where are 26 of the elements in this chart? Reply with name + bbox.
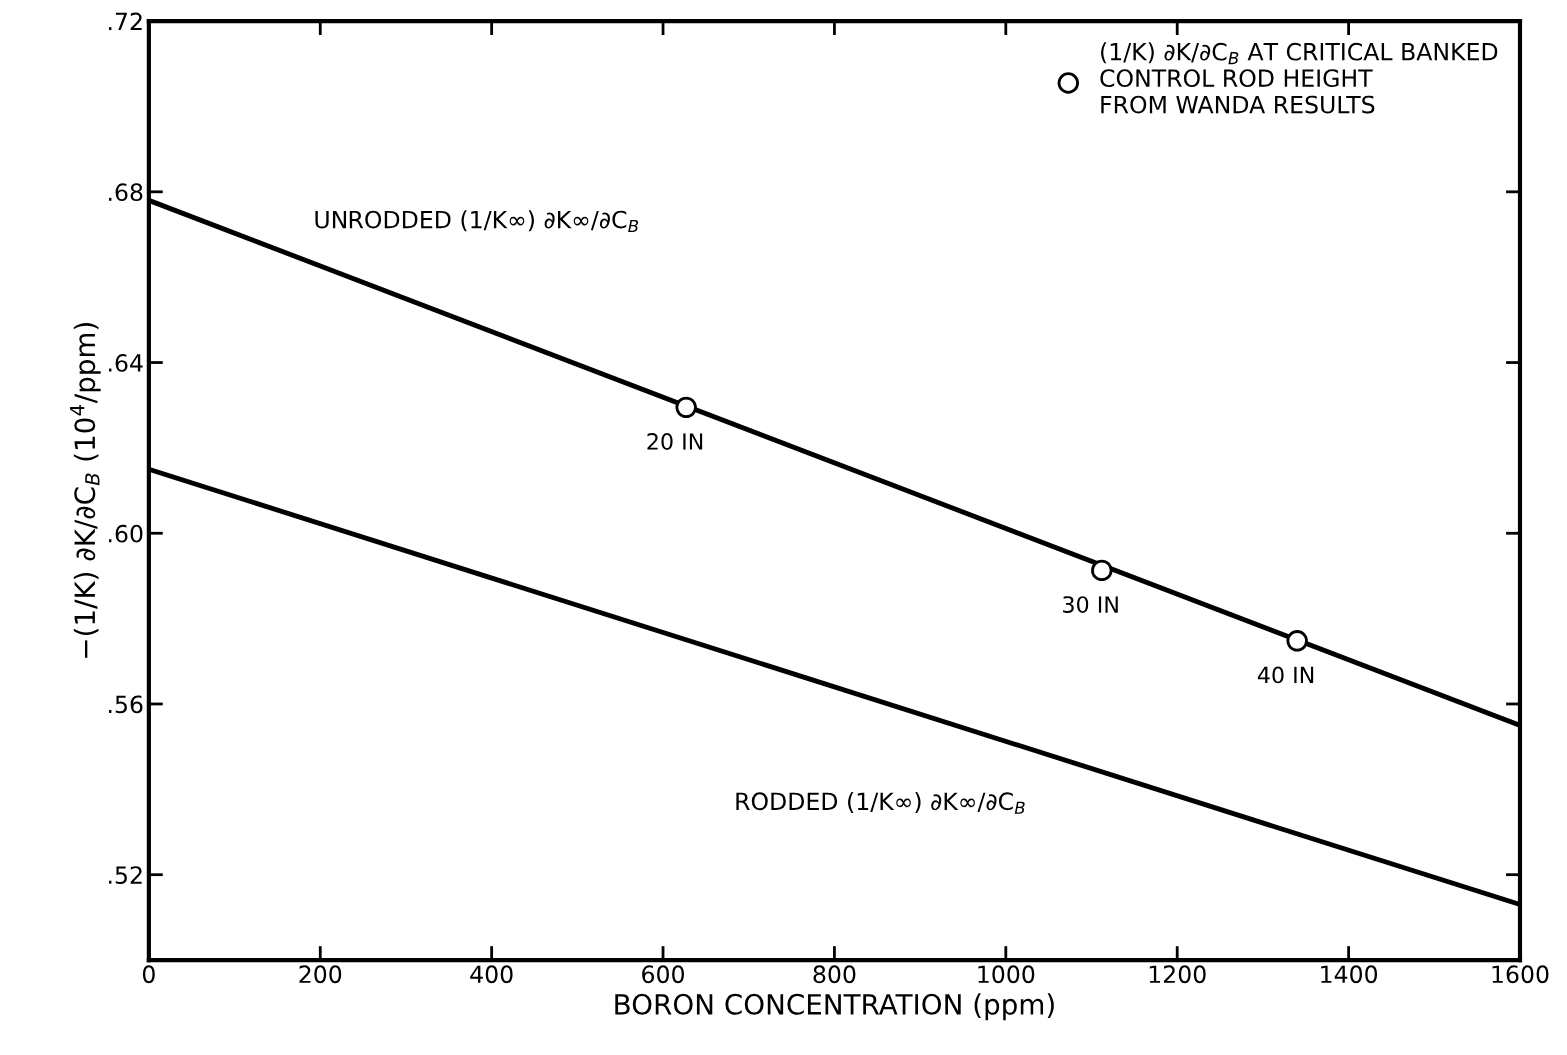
y-axis-title: −(1/K) ∂K/∂C$_{B}$ (10$^{4}$/ppm) — [70, 323, 101, 658]
point — [1286, 630, 1308, 652]
x-tick-label: 0 — [142, 965, 155, 984]
x-tick-label: 400 — [470, 965, 513, 984]
x-tick-label: 1400 — [1321, 965, 1378, 984]
x-tick-label: 600 — [642, 965, 684, 984]
series-label: RODDED (1/K∞) ∂K∞/∂C$_{B}$ — [736, 791, 1025, 814]
x-tick-label: 1600 — [1492, 965, 1549, 984]
series-label: UNRODDED (1/K∞) ∂K∞/∂C$_{B}$ — [315, 210, 639, 233]
x-tick-label: 1000 — [978, 965, 1035, 984]
y-tick-label: .56 — [108, 695, 143, 714]
x-tick-label: 800 — [813, 965, 856, 984]
y-tick-label: .64 — [108, 353, 143, 372]
point — [1091, 559, 1113, 582]
y-tick-label: .52 — [108, 866, 142, 884]
x-tick-label: 200 — [299, 965, 342, 984]
point — [675, 396, 697, 419]
annotation: 40 IN — [1257, 666, 1314, 684]
y-tick-label: .68 — [108, 183, 143, 202]
x-axis-title: BORON CONCENTRATION (ppm) — [615, 993, 1054, 1021]
annotation: 30 IN — [1063, 596, 1118, 613]
annotation: 20 IN — [647, 433, 703, 450]
legend-label: (1/K) ∂K/∂C$_{B}$ AT CRITICAL BANKED CONTROL ROD HEIGHT FROM WANDA RESULTS — [1100, 42, 1498, 114]
y-tick-label: .72 — [108, 12, 142, 31]
x-tick-label: 1200 — [1149, 965, 1206, 984]
y-tick-label: .60 — [108, 524, 143, 543]
